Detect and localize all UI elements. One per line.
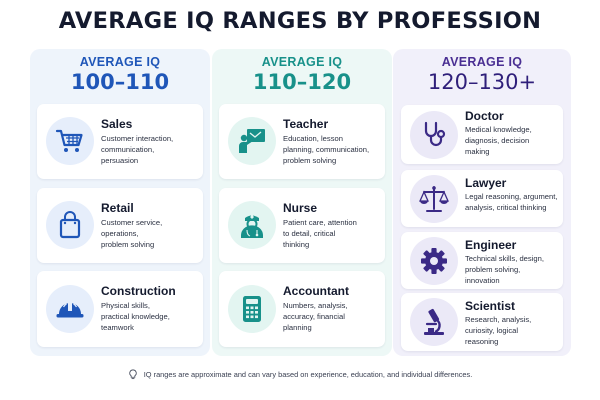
profession-text: Construction Physical skills, practical … bbox=[101, 284, 199, 333]
description-line: Education, lesson bbox=[283, 134, 343, 143]
profession-card-doctor: Doctor Medical knowledge, diagnosis, dec… bbox=[401, 105, 563, 164]
column-subtitle: AVERAGE IQ bbox=[79, 55, 161, 69]
column-100-110: AVERAGE IQ 100–110 Sales Customer intera… bbox=[30, 49, 210, 356]
description-line: Legal reasoning, argument, bbox=[465, 192, 558, 201]
profession-name: Retail bbox=[101, 201, 134, 215]
nurse-icon bbox=[228, 201, 276, 249]
column-120-130-plus: AVERAGE IQ 120–130+ Doctor Medical knowl… bbox=[393, 49, 571, 356]
profession-text: Doctor Medical knowledge, diagnosis, dec… bbox=[465, 109, 559, 157]
profession-text: Engineer Technical skills, design, probl… bbox=[465, 238, 559, 286]
profession-text: Nurse Patient care, attention to detail,… bbox=[283, 201, 381, 250]
description-line: problem solving bbox=[283, 155, 337, 165]
profession-card-construction: Construction Physical skills, practical … bbox=[37, 271, 203, 347]
profession-card-lawyer: Lawyer Legal reasoning, argument, analys… bbox=[401, 170, 563, 227]
hard-hat-icon bbox=[46, 285, 94, 333]
page-title: AVERAGE IQ RANGES BY PROFESSION bbox=[58, 8, 542, 34]
profession-text: Scientist Research, analysis, curiosity,… bbox=[465, 299, 559, 347]
description-line: curiosity, logical bbox=[465, 325, 519, 335]
profession-name: Teacher bbox=[283, 117, 329, 131]
profession-card-nurse: Nurse Patient care, attention to detail,… bbox=[219, 188, 385, 263]
profession-description: Research, analysis, curiosity, logical r… bbox=[465, 315, 559, 347]
footnote-text: IQ ranges are approximate and can vary b… bbox=[143, 370, 473, 379]
description-line: thinking bbox=[283, 239, 310, 249]
profession-text: Retail Customer service, operations, pro… bbox=[101, 201, 199, 250]
teacher-board-icon bbox=[228, 117, 276, 165]
profession-name: Doctor bbox=[465, 109, 504, 123]
shopping-cart-icon bbox=[46, 117, 94, 165]
description-line: Research, analysis, bbox=[465, 315, 532, 324]
profession-description: Physical skills, practical knowledge, te… bbox=[101, 301, 199, 333]
profession-text: Accountant Numbers, analysis, accuracy, … bbox=[283, 284, 381, 333]
column-header: AVERAGE IQ 110–120 bbox=[212, 55, 392, 94]
description-line: communication, bbox=[101, 144, 155, 154]
column-subtitle: AVERAGE IQ bbox=[441, 55, 523, 69]
profession-name: Accountant bbox=[283, 284, 349, 298]
description-line: Numbers, analysis, bbox=[283, 301, 348, 310]
column-header: AVERAGE IQ 120–130+ bbox=[393, 55, 571, 94]
scales-icon bbox=[410, 175, 458, 223]
profession-description: Legal reasoning, argument, analysis, cri… bbox=[465, 192, 559, 214]
profession-card-engineer: Engineer Technical skills, design, probl… bbox=[401, 232, 563, 289]
description-line: Patient care, attention bbox=[283, 218, 357, 227]
description-line: practical knowledge, bbox=[101, 311, 170, 321]
profession-card-sales: Sales Customer interaction, communicatio… bbox=[37, 104, 203, 179]
iq-range: 120–130+ bbox=[427, 70, 537, 94]
column-110-120: AVERAGE IQ 110–120 Teacher Education, le… bbox=[212, 49, 392, 356]
description-line: Customer interaction, bbox=[101, 134, 174, 143]
description-line: Medical knowledge, bbox=[465, 125, 532, 134]
profession-text: Teacher Education, lesson planning, comm… bbox=[283, 117, 381, 166]
shopping-bag-icon bbox=[46, 201, 94, 249]
description-line: reasoning bbox=[465, 336, 499, 346]
description-line: problem solving, bbox=[465, 264, 521, 274]
description-line: to detail, critical bbox=[283, 228, 336, 238]
column-subtitle: AVERAGE IQ bbox=[261, 55, 343, 69]
description-line: analysis, critical thinking bbox=[465, 202, 547, 212]
description-line: diagnosis, decision bbox=[465, 135, 530, 145]
lightbulb-icon bbox=[129, 369, 137, 380]
footnote: IQ ranges are approximate and can vary b… bbox=[0, 369, 600, 380]
profession-name: Scientist bbox=[465, 299, 516, 313]
profession-text: Lawyer Legal reasoning, argument, analys… bbox=[465, 176, 559, 214]
iq-range: 110–120 bbox=[252, 70, 352, 94]
description-line: accuracy, financial bbox=[283, 311, 345, 321]
profession-card-accountant: Accountant Numbers, analysis, accuracy, … bbox=[219, 271, 385, 347]
description-line: teamwork bbox=[101, 322, 134, 332]
microscope-icon bbox=[410, 298, 458, 346]
description-line: Customer service, bbox=[101, 218, 163, 227]
profession-card-teacher: Teacher Education, lesson planning, comm… bbox=[219, 104, 385, 179]
profession-name: Lawyer bbox=[465, 176, 507, 190]
profession-name: Engineer bbox=[465, 238, 517, 252]
stethoscope-icon bbox=[410, 111, 458, 159]
iq-range: 100–110 bbox=[70, 70, 170, 94]
profession-description: Patient care, attention to detail, criti… bbox=[283, 218, 381, 250]
description-line: making bbox=[465, 146, 490, 156]
profession-description: Technical skills, design, problem solvin… bbox=[465, 254, 559, 286]
profession-text: Sales Customer interaction, communicatio… bbox=[101, 117, 199, 166]
description-line: persuasion bbox=[101, 155, 139, 165]
description-line: problem solving bbox=[101, 239, 155, 249]
column-header: AVERAGE IQ 100–110 bbox=[30, 55, 210, 94]
profession-name: Construction bbox=[101, 284, 176, 298]
description-line: innovation bbox=[465, 275, 500, 285]
profession-description: Education, lesson planning, communicatio… bbox=[283, 134, 381, 166]
description-line: operations, bbox=[101, 228, 139, 238]
description-line: planning bbox=[283, 322, 312, 332]
calculator-icon bbox=[228, 285, 276, 333]
description-line: planning, communication, bbox=[283, 144, 370, 154]
profession-description: Customer interaction, communication, per… bbox=[101, 134, 199, 166]
description-line: Technical skills, design, bbox=[465, 254, 544, 263]
profession-card-scientist: Scientist Research, analysis, curiosity,… bbox=[401, 293, 563, 351]
profession-description: Medical knowledge, diagnosis, decision m… bbox=[465, 125, 559, 157]
profession-card-retail: Retail Customer service, operations, pro… bbox=[37, 188, 203, 263]
profession-name: Sales bbox=[101, 117, 133, 131]
profession-description: Customer service, operations, problem so… bbox=[101, 218, 199, 250]
gear-icon bbox=[410, 237, 458, 285]
profession-description: Numbers, analysis, accuracy, financial p… bbox=[283, 301, 381, 333]
description-line: Physical skills, bbox=[101, 301, 150, 310]
profession-name: Nurse bbox=[283, 201, 318, 215]
